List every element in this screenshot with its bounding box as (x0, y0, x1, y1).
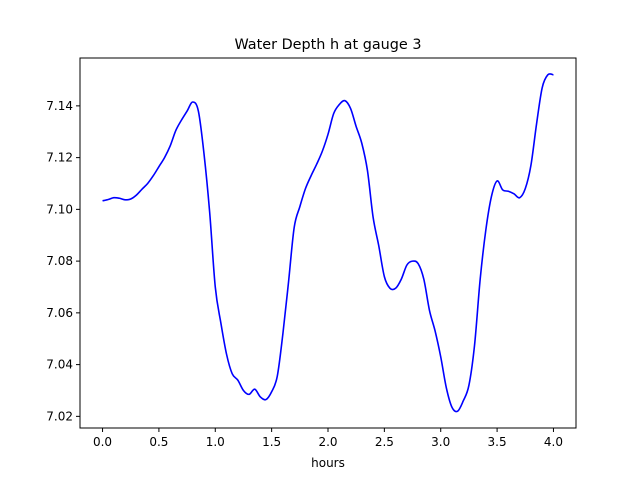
y-tick-label: 7.12 (46, 151, 73, 165)
plot-frame (79, 57, 577, 429)
y-tick-label: 7.08 (46, 254, 73, 268)
x-tick-label: 0.5 (149, 435, 168, 449)
x-tick-label: 2.0 (318, 435, 337, 449)
x-tick-label: 1.5 (262, 435, 281, 449)
x-tick-label: 2.5 (375, 435, 394, 449)
y-tick-label: 7.10 (46, 202, 73, 216)
x-tick-label: 3.0 (431, 435, 450, 449)
x-tick-label: 4.0 (544, 435, 563, 449)
x-tick-label: 0.0 (93, 435, 112, 449)
water-depth-line (102, 73, 554, 413)
x-tick-label: 3.5 (488, 435, 507, 449)
x-axis-label: hours (311, 456, 345, 470)
series-layer (102, 73, 554, 413)
x-tick-label: 1.0 (206, 435, 225, 449)
y-tick-label: 7.06 (46, 306, 73, 320)
y-tick-label: 7.14 (46, 99, 73, 113)
y-tick-label: 7.04 (46, 358, 73, 372)
x-axis: 0.0 0.5 1.0 1.5 2.0 2.5 3.0 3.5 4.0 (93, 428, 563, 449)
y-tick-label: 7.02 (46, 409, 73, 423)
y-axis: 7.02 7.04 7.06 7.08 7.10 7.12 7.14 (46, 99, 80, 423)
chart-title: Water Depth h at gauge 3 (234, 37, 421, 53)
